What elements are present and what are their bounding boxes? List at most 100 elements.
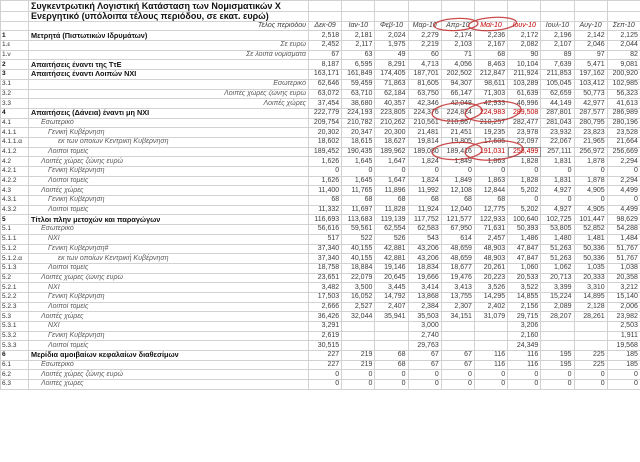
row-code[interactable]: 4.3.2 xyxy=(0,204,29,216)
cell[interactable]: 68 xyxy=(307,195,343,206)
cell[interactable]: 0 xyxy=(407,166,442,177)
cell[interactable]: 185 xyxy=(606,359,640,371)
cell[interactable]: 19,568 xyxy=(606,340,640,352)
cell[interactable]: 22,097 xyxy=(507,136,542,148)
cell[interactable]: 163,171 xyxy=(307,69,343,80)
cell[interactable]: 20,333 xyxy=(573,272,608,284)
cell[interactable]: 17,605 xyxy=(473,136,509,148)
cell[interactable]: 42,977 xyxy=(573,98,608,109)
cell[interactable]: 37,454 xyxy=(307,98,343,109)
cell[interactable]: 3,482 xyxy=(307,282,343,293)
cell[interactable]: 43,206 xyxy=(407,253,442,264)
cell[interactable]: 38,680 xyxy=(341,98,376,109)
row-code[interactable]: 1.ε xyxy=(0,40,29,51)
row-label[interactable]: Λοιπές χώρες xyxy=(28,379,309,390)
row-code[interactable]: 3.1 xyxy=(0,78,29,90)
cell[interactable]: 40,357 xyxy=(374,98,409,109)
row-code[interactable]: 4 xyxy=(0,107,29,119)
cell[interactable]: 119,139 xyxy=(374,214,409,226)
row-label[interactable]: Εσωτερικό xyxy=(28,359,309,371)
cell[interactable]: 8,291 xyxy=(374,59,409,71)
cell[interactable]: 2,125 xyxy=(606,30,640,42)
row-label[interactable]: Λοιποί τομείς xyxy=(28,340,309,352)
cell[interactable]: 2,142 xyxy=(573,30,608,42)
cell[interactable]: 5,471 xyxy=(573,59,608,71)
cell[interactable]: 2,024 xyxy=(374,30,409,42)
row-label[interactable]: εκ των οποίων Κεντρική Κυβέρνηση xyxy=(28,136,309,148)
cell[interactable]: 42,346 xyxy=(407,98,442,109)
cell[interactable]: 225 xyxy=(573,359,608,371)
row-label[interactable]: Γενική Κυβέρνηση xyxy=(28,195,309,206)
cell[interactable]: 102,725 xyxy=(540,214,575,226)
cell[interactable]: 224,376 xyxy=(407,107,442,119)
cell[interactable]: 2,452 xyxy=(307,40,343,51)
cell[interactable]: 11,332 xyxy=(307,204,343,216)
cell[interactable]: 1,486 xyxy=(507,233,542,245)
cell[interactable]: 21,965 xyxy=(573,136,608,148)
row-code[interactable]: 5.2.3 xyxy=(0,301,29,313)
cell[interactable]: 1,863 xyxy=(473,175,509,187)
cell[interactable]: 0 xyxy=(473,369,509,381)
cell[interactable]: 1,828 xyxy=(507,156,542,167)
cell[interactable]: 195 xyxy=(540,359,575,371)
cell[interactable]: 20,347 xyxy=(341,127,376,138)
cell[interactable]: 200,920 xyxy=(606,69,640,80)
cell[interactable]: 16,052 xyxy=(341,291,376,303)
cell[interactable]: 12,775 xyxy=(473,204,509,216)
cell[interactable]: 189,416 xyxy=(440,146,475,158)
cell[interactable]: 2,307 xyxy=(440,301,475,313)
row-code[interactable]: 4.1.1 xyxy=(0,127,29,138)
cell[interactable] xyxy=(573,11,608,22)
row-label[interactable]: Εσωτερικό xyxy=(28,224,309,235)
cell[interactable]: 191,031 xyxy=(473,146,509,158)
cell[interactable]: 11,924 xyxy=(407,204,442,216)
cell[interactable]: 20,223 xyxy=(473,272,509,284)
row-code[interactable]: 6 xyxy=(0,350,29,361)
month-header-Μαρ-10[interactable]: Μαρ-10 xyxy=(407,20,442,32)
row-code[interactable]: 6.1 xyxy=(0,359,29,371)
cell[interactable]: 62,646 xyxy=(307,78,343,90)
cell[interactable]: 2,666 xyxy=(307,301,343,313)
cell[interactable] xyxy=(341,330,376,342)
cell[interactable]: 1,878 xyxy=(573,156,608,167)
cell[interactable]: 281,043 xyxy=(540,117,575,129)
row-label[interactable]: Μερίδια αμοιβαίων κεφαλαίων διαθεσίμων xyxy=(28,350,309,361)
cell[interactable]: 14,895 xyxy=(573,291,608,303)
cell[interactable]: 2,527 xyxy=(341,301,376,313)
cell[interactable]: 2,384 xyxy=(407,301,442,313)
cell[interactable]: 11,992 xyxy=(407,185,442,197)
cell[interactable]: 41,613 xyxy=(606,98,640,109)
cell[interactable]: 210,561 xyxy=(407,117,442,129)
cell[interactable]: 0 xyxy=(573,379,608,390)
row-label[interactable]: Γενική Κυβέρνηση xyxy=(28,291,309,303)
cell[interactable]: 62,583 xyxy=(407,224,442,235)
row-label[interactable]: Λοιποί τομείς xyxy=(28,301,309,313)
cell[interactable]: 0 xyxy=(341,379,376,390)
cell[interactable]: 209,754 xyxy=(307,117,343,129)
cell[interactable]: 67 xyxy=(307,49,343,61)
cell[interactable]: 32,044 xyxy=(341,311,376,322)
cell[interactable]: 0 xyxy=(573,369,608,381)
cell[interactable]: 256,669 xyxy=(606,146,640,158)
cell[interactable]: 0 xyxy=(507,166,542,177)
cell[interactable]: 211,924 xyxy=(507,69,542,80)
cell[interactable]: 225 xyxy=(573,350,608,361)
cell[interactable]: 21,451 xyxy=(440,127,475,138)
row-code[interactable]: 5.3.3 xyxy=(0,340,29,352)
cell[interactable]: 67,950 xyxy=(440,224,475,235)
cell[interactable]: 22,079 xyxy=(341,272,376,284)
cell[interactable] xyxy=(473,330,509,342)
cell[interactable]: 61,639 xyxy=(507,88,542,100)
row-label[interactable]: Απαιτήσεις (Δάνεια) έναντι μη ΝΧΙ xyxy=(28,107,309,119)
cell[interactable]: 258,499 xyxy=(507,146,542,158)
cell[interactable]: 2,117 xyxy=(341,40,376,51)
cell[interactable]: 189,452 xyxy=(307,146,343,158)
cell[interactable]: 18,602 xyxy=(307,136,343,148)
row-code[interactable]: 5.1 xyxy=(0,224,29,235)
cell[interactable]: 0 xyxy=(606,166,640,177)
cell[interactable]: 3,291 xyxy=(307,321,343,332)
cell[interactable]: 18,677 xyxy=(440,262,475,274)
row-label[interactable]: Γενική Κυβέρνηση xyxy=(28,330,309,342)
cell[interactable]: 121,577 xyxy=(440,214,475,226)
cell[interactable]: 2,740 xyxy=(407,330,442,342)
